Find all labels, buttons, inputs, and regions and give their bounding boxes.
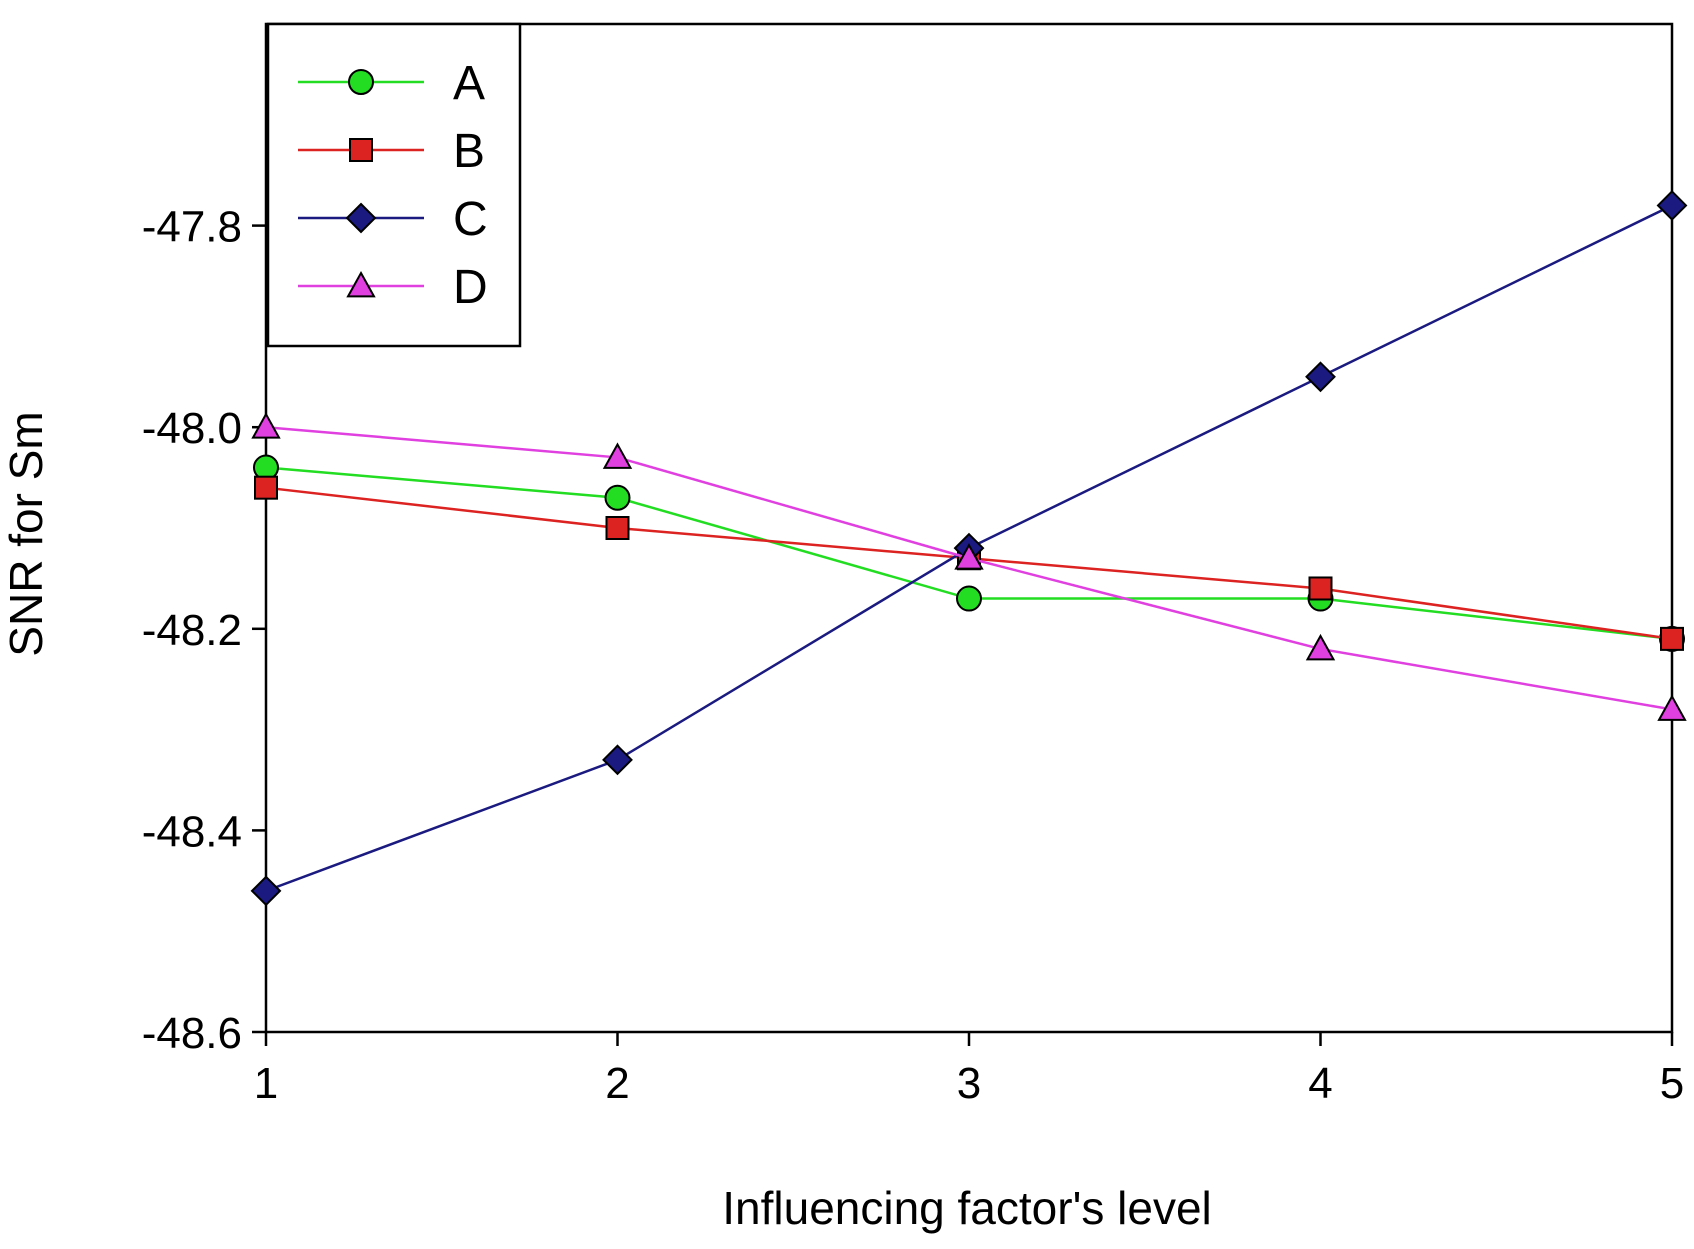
- legend-swatch-marker: [346, 270, 376, 298]
- series-b-point: [254, 475, 278, 500]
- x-tick-label: 1: [254, 1059, 278, 1108]
- legend-item-c: C: [298, 193, 488, 246]
- y-tick-label: -48.0: [142, 404, 242, 453]
- x-axis-title: Influencing factor's level: [722, 1182, 1212, 1234]
- series-b-point: [1308, 576, 1333, 601]
- legend-item-d: D: [298, 261, 488, 314]
- series-d-point: [954, 543, 984, 570]
- series-a-point: [956, 585, 982, 612]
- series-d-point: [251, 412, 281, 439]
- legend-label: B: [453, 125, 485, 178]
- series-d-point: [602, 442, 633, 469]
- legend-label: C: [453, 193, 488, 246]
- series-c-point: [250, 875, 282, 907]
- series-d-point: [1657, 694, 1687, 721]
- series-group: [250, 190, 1688, 907]
- legend-item-b: B: [298, 125, 485, 178]
- legend-item-a: A: [298, 57, 485, 110]
- series-c-point: [602, 744, 633, 776]
- legend-label: D: [453, 261, 488, 314]
- series-b-point: [1660, 626, 1684, 651]
- series-c-point: [1305, 361, 1336, 393]
- axes-group: -48.6 -48.4 -48.2 -48.0 -47.8 1 2 3 4 5: [142, 22, 1684, 1108]
- legend-label: A: [453, 57, 485, 110]
- y-axis-title: SNR for Sm: [0, 411, 52, 656]
- legend-swatch-marker: [349, 138, 373, 162]
- y-tick-label: -47.8: [142, 203, 242, 252]
- x-tick-label: 5: [1660, 1059, 1684, 1108]
- legend-swatch-marker: [345, 202, 377, 234]
- y-tick-label: -48.4: [142, 807, 242, 856]
- x-tick-label: 4: [1308, 1059, 1332, 1108]
- x-tick-label: 3: [957, 1059, 981, 1108]
- x-tick-label: 2: [605, 1059, 629, 1108]
- y-tick-label: -48.2: [142, 606, 242, 655]
- series-a-point: [604, 484, 631, 511]
- legend-box: [266, 22, 522, 348]
- series-b-point: [605, 516, 630, 540]
- series-d: [251, 412, 1687, 721]
- legend-swatch-marker: [348, 69, 374, 95]
- y-tick-label: -48.6: [142, 1009, 242, 1058]
- series-d-point: [1305, 633, 1336, 661]
- series-c-point: [1656, 190, 1688, 221]
